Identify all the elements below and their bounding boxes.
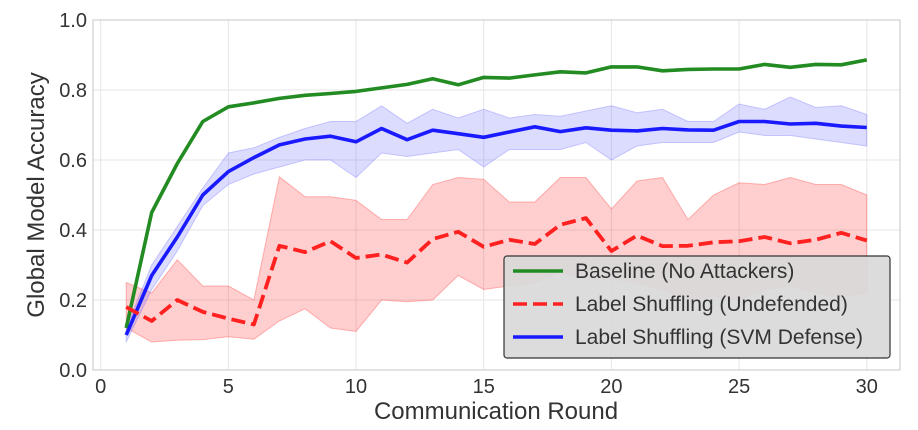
legend-box [503,255,891,359]
plot-frame [92,19,901,371]
series-lines [124,58,868,336]
series-line-1 [125,216,868,327]
legend-label-0: Baseline (No Attackers) [575,260,794,283]
x-tick-label: 30 [856,376,878,398]
series-line-2 [124,119,867,336]
y-tick-label: 1.0 [59,10,87,32]
confidence-bands [125,96,868,343]
x-tick-label: 5 [223,376,234,398]
y-tick-label: 0.6 [59,150,87,172]
y-tick-label: 0.2 [59,290,87,312]
axis-ticks: 0 5 10 15 20 25 30 0.0 0.2 0.4 0.6 0.8 1.0 [59,10,878,398]
x-tick-label: 20 [600,376,622,398]
x-tick-label: 0 [95,376,106,398]
legend-label-2: Label Shuffling (SVM Defense) [575,326,863,349]
y-tick-label: 0.8 [59,80,87,102]
x-tick-label: 10 [345,376,367,398]
y-tick-label: 0.4 [59,220,87,242]
legend-label-1: Label Shuffling (Undefended) [575,293,848,316]
series-line-0 [124,58,868,329]
x-axis-label: Communication Round [374,398,618,425]
band-2 [125,96,868,343]
x-tick-label: 15 [473,376,495,398]
y-axis-label: Global Model Accuracy [23,72,50,317]
y-tick-label: 0.0 [59,360,87,382]
legend: Baseline (No Attackers) Label Shuffling (… [503,255,891,359]
x-tick-label: 25 [728,376,750,398]
